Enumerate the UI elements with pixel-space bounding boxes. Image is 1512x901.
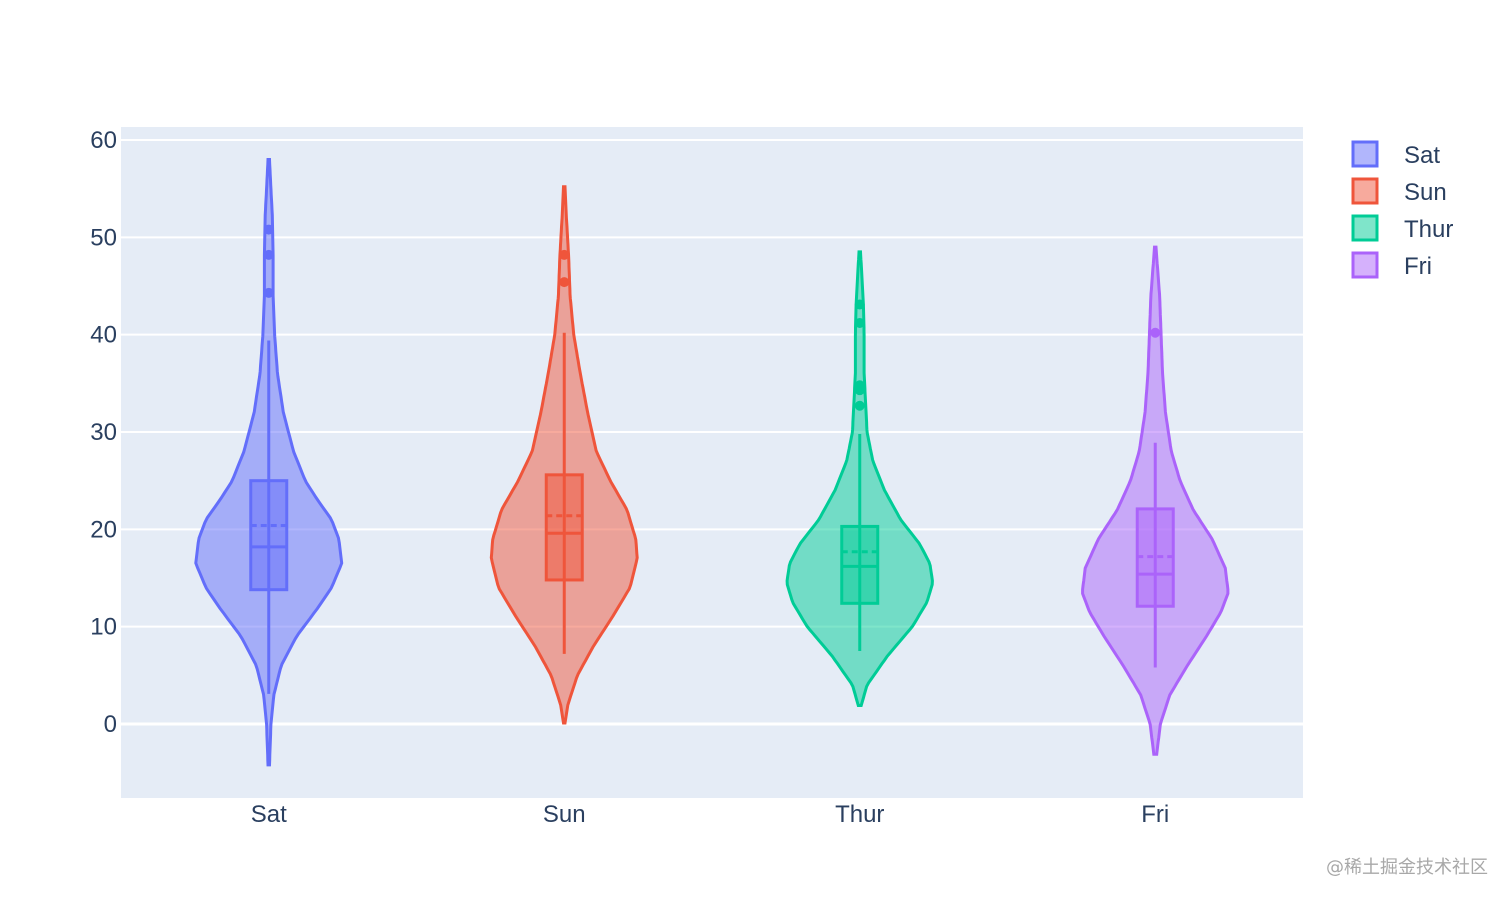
legend-item-thur[interactable]: Thur xyxy=(1351,214,1453,243)
x-tick-label: Sat xyxy=(251,801,287,828)
legend-swatch xyxy=(1351,140,1379,168)
outlier-point xyxy=(559,277,570,288)
y-tick-label: 50 xyxy=(90,224,117,251)
outlier-point xyxy=(263,224,274,235)
y-tick-label: 40 xyxy=(90,322,117,349)
y-tick-label: 30 xyxy=(90,419,117,446)
outlier-point xyxy=(854,400,865,411)
violin-thur xyxy=(785,250,934,707)
x-axis-ticks: Sat Sun Thur Fri xyxy=(251,801,1170,828)
y-tick-label: 10 xyxy=(90,614,117,641)
plot-background xyxy=(121,127,1303,798)
y-tick-label: 20 xyxy=(90,516,117,543)
violins xyxy=(194,158,1230,767)
legend-item-sat[interactable]: Sat xyxy=(1351,140,1440,169)
box xyxy=(249,479,289,592)
outlier-point xyxy=(854,380,865,391)
x-tick-label: Thur xyxy=(835,801,884,828)
outlier-point xyxy=(854,318,865,329)
legend-swatch xyxy=(1351,251,1379,279)
y-axis-ticks: 0 10 20 30 40 50 60 xyxy=(90,127,117,738)
legend[interactable]: Sat Sun Thur Fri xyxy=(1351,140,1453,280)
legend-item-fri[interactable]: Fri xyxy=(1351,251,1432,280)
x-tick-label: Fri xyxy=(1141,801,1169,828)
watermark: @稀土掘金技术社区 xyxy=(1326,857,1488,878)
outlier-point xyxy=(263,249,274,260)
legend-item-sun[interactable]: Sun xyxy=(1351,177,1447,206)
legend-label: Sat xyxy=(1404,142,1440,169)
y-tick-label: 0 xyxy=(104,711,117,738)
legend-label: Thur xyxy=(1404,216,1453,243)
x-tick-label: Sun xyxy=(543,801,586,828)
outlier-point xyxy=(854,299,865,310)
violin-fri xyxy=(1081,245,1230,756)
violin-sun xyxy=(489,185,639,725)
violin-sat xyxy=(194,158,344,767)
outlier-point xyxy=(263,287,274,298)
y-tick-label: 60 xyxy=(90,127,117,154)
box xyxy=(544,473,584,582)
outlier-point xyxy=(1150,327,1161,338)
legend-label: Fri xyxy=(1404,253,1432,280)
outlier-point xyxy=(559,249,570,260)
legend-swatch xyxy=(1351,177,1379,205)
legend-label: Sun xyxy=(1404,179,1447,206)
legend-swatch xyxy=(1351,214,1379,242)
